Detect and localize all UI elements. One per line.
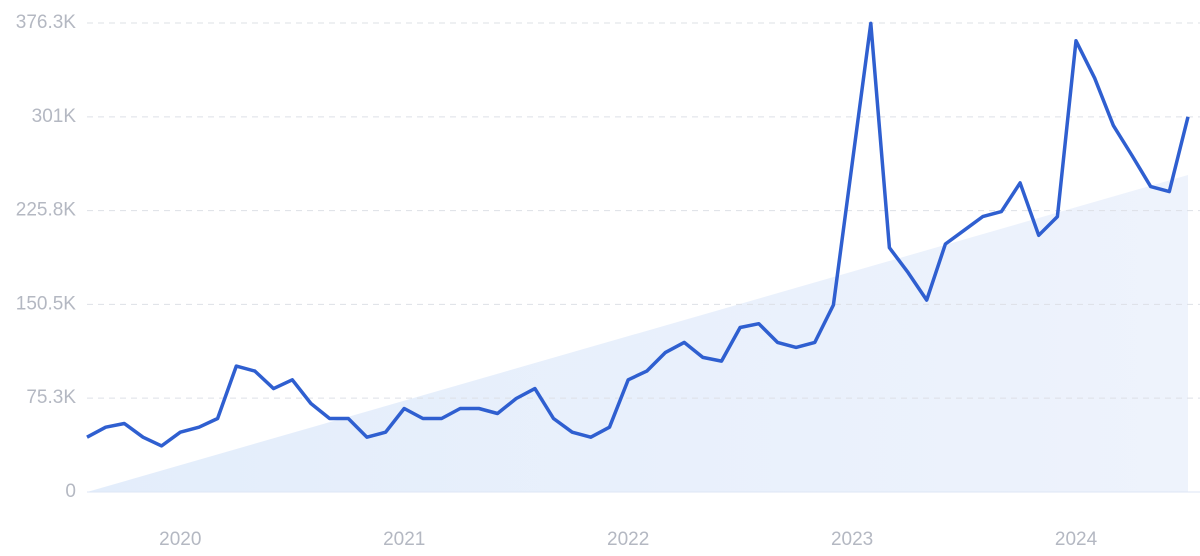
line <box>86 21 1190 448</box>
y-tick-label: 376.3K <box>16 12 77 33</box>
y-tick-label: 225.8K <box>16 200 77 221</box>
y-tick-label: 301K <box>32 106 77 127</box>
x-tick-label: 2021 <box>383 529 425 550</box>
y-tick-label: 0 <box>65 481 76 502</box>
y-tick-label: 75.3K <box>26 387 76 408</box>
x-tick-label: 2023 <box>831 529 873 550</box>
x-tick-label: 2022 <box>607 529 649 550</box>
x-tick-label: 2020 <box>159 529 201 550</box>
y-tick-label: 150.5K <box>16 293 77 314</box>
trend-area <box>87 175 1188 492</box>
x-tick-label: 2024 <box>1055 529 1098 550</box>
